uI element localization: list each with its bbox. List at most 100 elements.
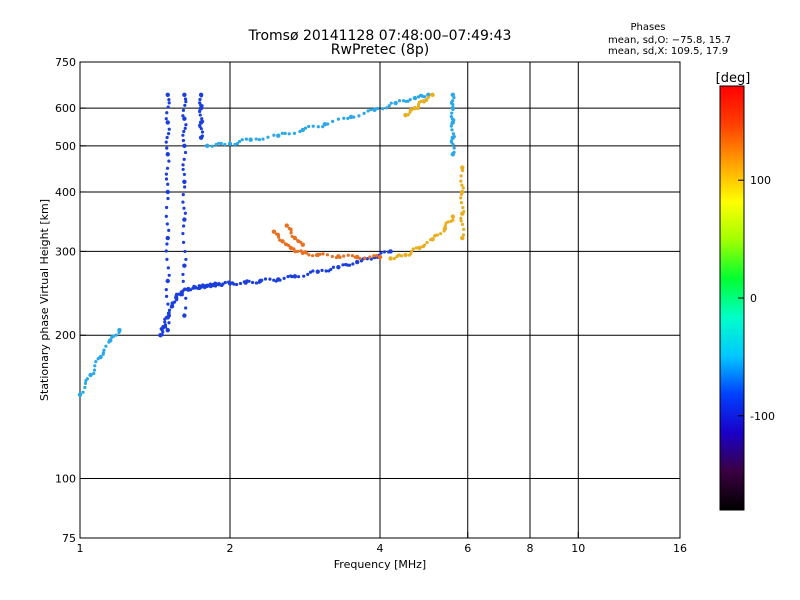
data-point xyxy=(380,107,385,111)
data-point xyxy=(238,281,243,286)
data-point xyxy=(298,129,302,134)
data-point xyxy=(410,249,414,253)
data-point xyxy=(167,159,171,163)
x-tick-label: 8 xyxy=(527,542,534,555)
data-point xyxy=(164,177,169,181)
data-point xyxy=(83,381,88,385)
data-point xyxy=(198,123,202,127)
data-point xyxy=(392,257,396,261)
data-point xyxy=(300,127,306,133)
data-point xyxy=(282,276,286,280)
data-point xyxy=(410,108,414,112)
data-point xyxy=(426,95,431,99)
data-point xyxy=(450,214,456,219)
data-point xyxy=(350,254,354,258)
data-point xyxy=(169,304,175,309)
y-tick-label: 200 xyxy=(55,329,76,342)
data-point xyxy=(165,257,169,261)
data-point xyxy=(181,138,186,143)
data-point xyxy=(296,249,300,254)
data-point xyxy=(182,206,186,210)
data-point xyxy=(417,245,422,251)
data-point xyxy=(382,250,387,254)
data-point xyxy=(406,113,410,117)
data-point xyxy=(164,249,168,253)
data-point xyxy=(165,120,170,125)
data-point xyxy=(248,137,253,142)
data-point xyxy=(376,106,380,111)
data-point xyxy=(368,255,372,259)
data-point xyxy=(304,251,309,255)
data-point xyxy=(296,275,301,279)
data-point xyxy=(114,333,118,337)
data-point xyxy=(204,143,210,149)
data-point xyxy=(450,128,454,132)
data-point xyxy=(167,321,171,325)
data-point xyxy=(329,267,333,272)
data-point xyxy=(451,218,455,222)
data-point xyxy=(181,279,185,283)
data-point xyxy=(397,99,402,103)
data-point xyxy=(388,249,393,254)
data-point xyxy=(198,92,204,97)
data-point xyxy=(268,277,272,281)
data-point xyxy=(423,95,427,99)
data-point xyxy=(257,138,262,142)
data-point xyxy=(347,263,352,267)
data-point xyxy=(184,100,188,104)
data-point xyxy=(182,116,187,121)
data-point xyxy=(331,119,335,123)
data-point xyxy=(200,134,204,138)
data-point xyxy=(403,112,408,118)
data-point xyxy=(435,233,440,237)
data-point xyxy=(348,114,354,120)
data-point xyxy=(183,249,187,254)
data-point xyxy=(167,228,171,232)
data-point xyxy=(163,323,168,327)
y-tick-label: 100 xyxy=(55,473,76,486)
data-point xyxy=(278,278,282,282)
data-point xyxy=(307,124,311,129)
data-point xyxy=(184,123,188,127)
data-point xyxy=(325,253,330,257)
data-point xyxy=(166,302,170,306)
data-point xyxy=(193,285,198,289)
data-point xyxy=(365,257,369,261)
y-axis-label: Stationary phase Virtual Height [km] xyxy=(38,199,51,401)
data-point xyxy=(254,281,259,285)
data-point xyxy=(289,231,293,235)
data-point xyxy=(322,122,328,127)
data-point xyxy=(210,144,214,148)
data-point xyxy=(200,117,204,121)
x-axis: 1 2 4 6 8 10 16 xyxy=(77,532,687,555)
data-point xyxy=(408,98,412,102)
data-point xyxy=(184,296,188,300)
data-point xyxy=(183,185,187,189)
data-point xyxy=(85,377,89,381)
data-point xyxy=(83,385,87,390)
scatter-points xyxy=(77,92,466,397)
data-point xyxy=(311,124,315,128)
data-point xyxy=(388,256,393,261)
data-point xyxy=(165,278,170,284)
data-point xyxy=(425,97,429,102)
data-point xyxy=(310,254,315,258)
data-point xyxy=(462,209,466,214)
data-point xyxy=(182,157,186,161)
data-point xyxy=(430,92,435,97)
data-point xyxy=(414,246,418,250)
x-axis-label: Frequency [MHz] xyxy=(334,558,426,571)
data-point xyxy=(165,152,170,157)
data-point xyxy=(160,333,164,337)
data-point xyxy=(341,263,345,267)
data-point xyxy=(165,294,169,298)
phase-stats-x-line: mean, sd,X: 109.5, 17.9 xyxy=(608,46,728,57)
y-axis: 75 100 200 300 400 500 600 750 xyxy=(55,56,86,545)
colorbar-tick-label: 100 xyxy=(750,174,771,187)
data-point xyxy=(181,133,185,137)
data-point xyxy=(92,371,96,376)
data-point xyxy=(183,150,188,155)
data-point xyxy=(442,226,448,231)
data-point xyxy=(88,372,93,378)
data-point xyxy=(401,99,406,103)
